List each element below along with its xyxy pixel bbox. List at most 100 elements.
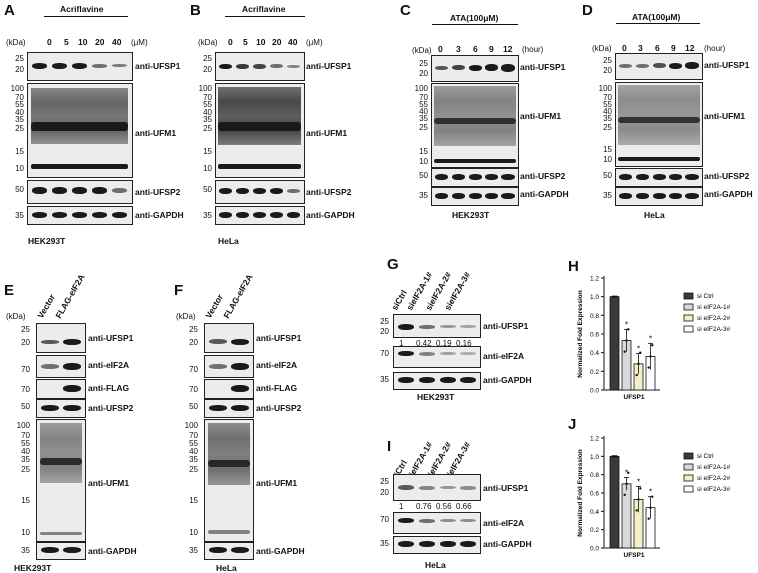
blot-eif2a	[393, 512, 481, 534]
cell-line-label: HEK293T	[452, 210, 490, 220]
blot-ufsp1	[204, 323, 254, 353]
blot-ufsp2	[36, 399, 86, 418]
quant-value: 0.42	[416, 339, 432, 348]
bar	[621, 483, 632, 549]
cell-line-label: HeLa	[425, 560, 446, 570]
mw-marker: 25	[203, 54, 212, 63]
blot-ufm1	[431, 83, 519, 168]
y-tick-label: 0.6	[590, 491, 599, 498]
data-point	[649, 506, 652, 509]
mw-marker: 70	[15, 93, 24, 102]
mw-marker: 10	[15, 164, 24, 173]
lane-label: Vector	[203, 292, 225, 320]
x-tick-label: UFSP1	[624, 394, 645, 401]
dose-10: 10	[256, 37, 266, 47]
blot-gapdh	[204, 542, 254, 560]
treatment-label: Acriflavine	[242, 4, 286, 14]
significance-star: *	[625, 320, 628, 329]
time-3: 3	[456, 44, 461, 54]
antibody-label: anti-eIF2A	[483, 351, 525, 361]
y-tick-label: 1.2	[590, 436, 599, 443]
antibody-label: anti-UFSP1	[483, 483, 529, 493]
mw-marker: 20	[380, 327, 389, 336]
antibody-label: anti-GAPDH	[88, 546, 137, 556]
legend-swatch	[683, 314, 694, 322]
cell-line-label: HEK293T	[14, 563, 52, 573]
blot-ufm1	[204, 419, 254, 542]
panel-letter-d: D	[582, 2, 593, 19]
legend-label: si eIF2A-1#	[697, 464, 731, 471]
mw-marker: 35	[21, 546, 30, 555]
antibody-label: anti-UFSP1	[483, 321, 529, 331]
mw-marker: 25	[380, 317, 389, 326]
panel-g-gapdh: 35 anti-GAPDH HEK293T	[365, 370, 545, 410]
mw-marker: 25	[189, 465, 198, 474]
cell-line-label: HEK293T	[28, 236, 66, 246]
mw-marker: 10	[21, 528, 30, 537]
treatment-label: ATA(100μM)	[450, 13, 499, 23]
blot-ufsp1	[393, 314, 481, 338]
mw-marker: 55	[203, 100, 212, 109]
treatment-underline	[432, 24, 518, 25]
blot-ufm1	[615, 82, 703, 167]
mw-marker: 50	[603, 171, 612, 180]
cell-line-label: HeLa	[644, 210, 665, 220]
blot-ufsp1	[393, 474, 481, 501]
dose-5: 5	[64, 37, 69, 47]
treatment-underline	[616, 23, 700, 24]
mw-marker: 55	[21, 439, 30, 448]
antibody-label: anti-UFSP1	[88, 333, 134, 343]
mw-marker: 55	[189, 439, 198, 448]
dose-10: 10	[78, 37, 88, 47]
mw-marker: 35	[419, 191, 428, 200]
data-point	[649, 355, 652, 358]
data-point	[647, 517, 650, 520]
antibody-label: anti-UFSP1	[135, 61, 181, 71]
significance-star: *	[625, 468, 628, 477]
blot-ufsp2	[27, 180, 133, 204]
blot-ufsp2	[615, 168, 703, 187]
quant-value: 1	[399, 502, 404, 511]
time-0: 0	[622, 43, 627, 53]
antibody-label: anti-UFM1	[256, 478, 298, 488]
data-point	[623, 350, 626, 353]
blot-ufm1	[36, 419, 86, 542]
treatment-label: ATA(100μM)	[632, 12, 681, 22]
panel-i-gapdh: 35 anti-GAPDH HeLa	[365, 535, 545, 573]
blot-ufm1	[215, 83, 305, 178]
dose-20: 20	[272, 37, 282, 47]
mw-marker: 100	[10, 84, 24, 93]
time-6: 6	[655, 43, 660, 53]
mw-marker: 40	[21, 447, 30, 456]
antibody-label: anti-UFSP2	[256, 403, 302, 413]
dose-5: 5	[243, 37, 248, 47]
mw-marker: 70	[21, 365, 30, 374]
mw-marker: 25	[203, 124, 212, 133]
data-point	[613, 295, 616, 298]
blot-gapdh	[393, 372, 481, 390]
mw-marker: 35	[419, 114, 428, 123]
mw-marker: 15	[203, 147, 212, 156]
significance-star: *	[649, 334, 652, 343]
dose-unit: (μM)	[131, 38, 148, 47]
mw-marker: 25	[189, 325, 198, 334]
mw-marker: 70	[21, 385, 30, 394]
mw-marker: 70	[189, 365, 198, 374]
bar-chart-j: 0.0 0.2 0.4 0.6 0.8 1.0 1.2 Normalized Fold Exp…	[577, 436, 731, 560]
mw-marker: 70	[21, 431, 30, 440]
blot-gapdh	[215, 206, 305, 225]
legend-label: si Ctrl	[697, 453, 714, 460]
legend-swatch	[683, 452, 694, 460]
panel-letter-e: E	[4, 282, 15, 299]
data-point	[625, 482, 628, 486]
antibody-label: anti-UFM1	[135, 128, 177, 138]
quant-value: 0.19	[436, 339, 452, 348]
antibody-label: anti-GAPDH	[256, 546, 305, 556]
legend-label: si eIF2A-2#	[697, 315, 731, 322]
dose-0: 0	[228, 37, 233, 47]
blot-ufsp2	[215, 180, 305, 204]
panel-letter-j: J	[568, 416, 577, 433]
blot-ufsp2	[431, 168, 519, 187]
antibody-label: anti-UFM1	[520, 111, 562, 121]
time-12: 12	[503, 44, 513, 54]
